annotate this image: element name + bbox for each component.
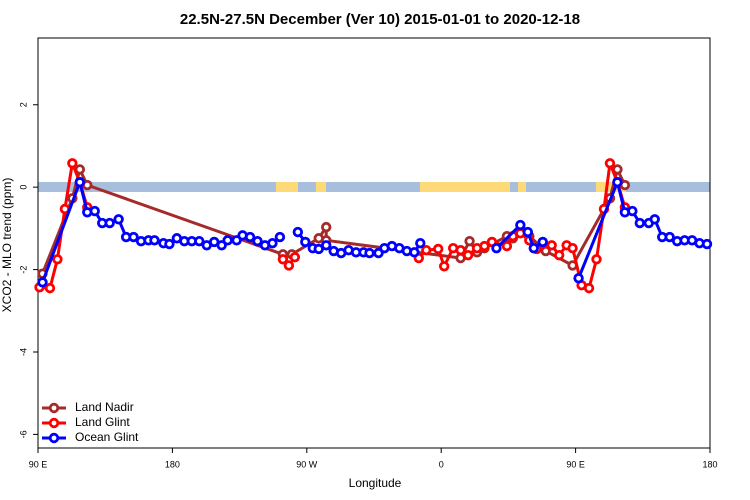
data-point xyxy=(479,240,490,252)
x-tick-label: 90 W xyxy=(296,459,318,469)
land-band xyxy=(276,182,298,192)
ocean-band xyxy=(38,182,710,192)
land-band xyxy=(596,182,626,192)
x-tick-label: 90 E xyxy=(29,459,48,469)
y-tick-label: -4 xyxy=(18,348,28,356)
data-point xyxy=(283,260,295,271)
y-axis-label: XCO2 - MLO trend (ppm) xyxy=(0,178,14,313)
data-point xyxy=(591,254,602,265)
legend-marker xyxy=(48,432,60,444)
data-point xyxy=(128,231,139,243)
x-tick-label: 180 xyxy=(165,459,180,469)
data-point xyxy=(252,235,263,247)
chart-title: 22.5N-27.5N December (Ver 10) 2015-01-01… xyxy=(180,11,580,28)
legend-marker xyxy=(48,402,60,414)
data-point xyxy=(244,231,256,243)
data-point xyxy=(37,277,48,288)
land-band xyxy=(420,182,510,192)
data-point xyxy=(421,245,432,256)
data-point xyxy=(321,240,332,251)
x-tick-label: 0 xyxy=(439,459,444,469)
data-point xyxy=(491,242,502,254)
data-point xyxy=(515,219,526,231)
data-point xyxy=(573,273,584,284)
data-point xyxy=(567,242,578,254)
data-point xyxy=(364,247,375,259)
data-point xyxy=(409,247,420,258)
legend-label: Land Nadir xyxy=(75,400,134,414)
data-point xyxy=(464,235,475,247)
data-point xyxy=(321,221,332,233)
data-point xyxy=(522,226,534,238)
land-band xyxy=(518,182,526,192)
data-point xyxy=(433,243,444,255)
data-point xyxy=(546,240,557,251)
y-tick-label: -2 xyxy=(18,266,28,274)
x-tick-label: 180 xyxy=(702,459,717,469)
data-point xyxy=(462,249,474,261)
legend-marker xyxy=(48,417,60,429)
data-point xyxy=(634,217,646,229)
data-point xyxy=(52,254,63,265)
data-point xyxy=(528,242,539,254)
data-point xyxy=(289,252,301,263)
data-point xyxy=(267,238,278,249)
y-tick-label: 2 xyxy=(18,102,28,107)
data-point xyxy=(664,231,675,243)
data-point xyxy=(300,236,311,248)
legend-label: Land Glint xyxy=(75,415,130,429)
data-point xyxy=(164,238,175,250)
data-point xyxy=(113,214,124,225)
data-point xyxy=(89,205,100,217)
data-point xyxy=(67,158,78,169)
data-point xyxy=(104,217,115,229)
data-point xyxy=(627,205,638,217)
x-axis-label: Longitude xyxy=(349,476,402,490)
series-line xyxy=(39,157,627,291)
data-point xyxy=(313,243,324,255)
land-band xyxy=(316,182,326,192)
y-tick-label: -6 xyxy=(18,430,28,438)
data-point xyxy=(222,235,233,246)
data-point xyxy=(415,238,426,249)
data-point xyxy=(194,235,205,247)
data-point xyxy=(74,177,86,188)
data-point xyxy=(438,261,450,272)
legend-label: Ocean Glint xyxy=(75,430,139,444)
data-point xyxy=(604,158,616,169)
data-point xyxy=(537,236,548,248)
data-point xyxy=(649,214,660,225)
data-point xyxy=(583,282,595,294)
data-point xyxy=(149,235,160,246)
land-ocean-band xyxy=(38,182,710,192)
data-point xyxy=(501,240,513,252)
data-point xyxy=(553,249,565,261)
data-point xyxy=(274,231,286,243)
data-point xyxy=(277,254,289,265)
data-point xyxy=(701,238,713,250)
y-tick-label: 0 xyxy=(18,185,28,190)
data-point xyxy=(612,177,623,188)
data-point xyxy=(292,226,304,238)
x-tick-label: 90 E xyxy=(566,459,585,469)
data-point xyxy=(44,282,56,294)
data-point xyxy=(455,245,466,256)
